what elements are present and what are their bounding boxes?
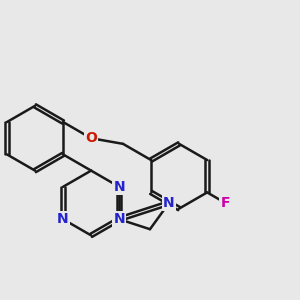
Text: F: F bbox=[220, 196, 230, 210]
Text: O: O bbox=[85, 131, 97, 145]
Text: N: N bbox=[57, 212, 69, 226]
Text: N: N bbox=[113, 180, 125, 194]
Text: N: N bbox=[163, 196, 175, 210]
Text: N: N bbox=[113, 212, 125, 226]
